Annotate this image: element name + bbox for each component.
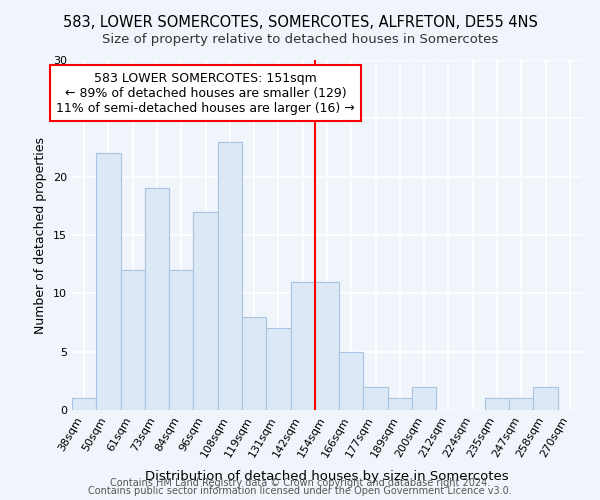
Bar [218, 142, 242, 410]
Bar [193, 212, 218, 410]
Text: Contains HM Land Registry data © Crown copyright and database right 2024.: Contains HM Land Registry data © Crown c… [110, 478, 490, 488]
Text: 583 LOWER SOMERCOTES: 151sqm
← 89% of detached houses are smaller (129)
11% of s: 583 LOWER SOMERCOTES: 151sqm ← 89% of de… [56, 72, 355, 114]
Bar [388, 398, 412, 410]
Bar [242, 316, 266, 410]
Bar [364, 386, 388, 410]
Text: Size of property relative to detached houses in Somercotes: Size of property relative to detached ho… [102, 32, 498, 46]
Bar [72, 398, 96, 410]
Bar [533, 386, 558, 410]
Bar [121, 270, 145, 410]
Bar [145, 188, 169, 410]
Bar [485, 398, 509, 410]
Text: Contains public sector information licensed under the Open Government Licence v3: Contains public sector information licen… [88, 486, 512, 496]
Bar [412, 386, 436, 410]
Y-axis label: Number of detached properties: Number of detached properties [34, 136, 47, 334]
Bar [509, 398, 533, 410]
Bar [339, 352, 364, 410]
Bar [169, 270, 193, 410]
Bar [315, 282, 339, 410]
Bar [96, 154, 121, 410]
Text: 583, LOWER SOMERCOTES, SOMERCOTES, ALFRETON, DE55 4NS: 583, LOWER SOMERCOTES, SOMERCOTES, ALFRE… [62, 15, 538, 30]
X-axis label: Distribution of detached houses by size in Somercotes: Distribution of detached houses by size … [145, 470, 509, 483]
Bar [266, 328, 290, 410]
Bar [290, 282, 315, 410]
